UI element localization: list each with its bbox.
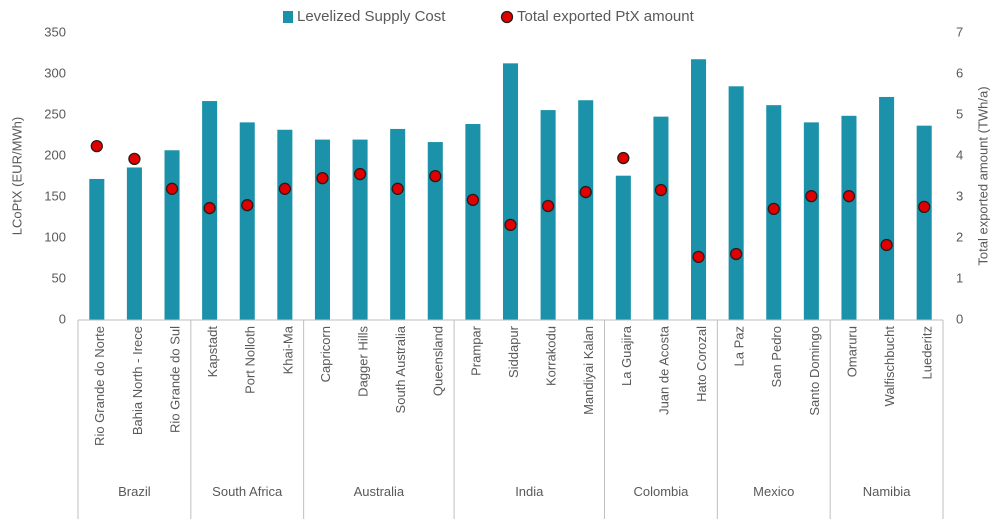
x-tick-label: Kapstadt: [205, 326, 220, 378]
dot: [805, 190, 818, 203]
x-tick-label: Walfischbucht: [882, 326, 897, 407]
bar: [653, 116, 669, 320]
dot: [579, 185, 592, 199]
x-tick-label: La Guajira: [619, 325, 634, 386]
bar: [916, 125, 932, 320]
dot: [429, 169, 442, 183]
y-tick-label: 0: [59, 311, 66, 326]
x-tick-label: Korrakodu: [544, 326, 559, 386]
x-tick-label: Rio Grande do Sul: [167, 326, 182, 433]
dot: [617, 151, 630, 165]
x-tick-label: Dagger Hills: [356, 326, 371, 397]
group-label: Brazil: [118, 484, 151, 499]
legend-swatch: [283, 11, 293, 23]
bar: [390, 128, 406, 320]
y2-tick-label: 3: [956, 188, 963, 203]
y2-tick-label: 6: [956, 65, 963, 80]
group-label: South Africa: [212, 484, 283, 499]
y-tick-label: 150: [44, 188, 66, 203]
y-tick-label: 100: [44, 229, 66, 244]
group-label: Namibia: [862, 484, 911, 499]
x-tick-label: Prampar: [468, 325, 483, 376]
dot: [504, 218, 517, 232]
x-tick-label: Port Nolloth: [243, 326, 258, 394]
y-tick-label: 250: [44, 106, 66, 121]
bar: [465, 124, 481, 321]
legend-label: Levelized Supply Cost: [297, 8, 446, 25]
group-label: Colombia: [633, 484, 689, 499]
bar: [502, 63, 519, 321]
bar: [89, 178, 105, 320]
group-label: Australia: [353, 484, 405, 499]
bar: [540, 110, 556, 320]
dot: [278, 182, 291, 195]
bar: [126, 167, 142, 320]
x-tick-label: South Australia: [393, 325, 408, 413]
bar: [578, 100, 594, 321]
y-tick-label: 300: [44, 65, 66, 80]
y-tick-label: 50: [52, 270, 66, 285]
y2-axis-title: Total exported amount (TWh/a): [975, 86, 990, 265]
dot: [842, 190, 856, 203]
bar: [728, 86, 744, 320]
dot: [90, 140, 103, 153]
y2-tick-label: 5: [956, 106, 963, 121]
y2-tick-label: 4: [956, 147, 963, 162]
group-label: Mexico: [753, 484, 795, 499]
x-tick-label: Santo Domingo: [807, 326, 822, 416]
dot: [880, 238, 893, 252]
bar: [277, 129, 293, 320]
dot: [241, 199, 254, 212]
bar: [615, 175, 631, 320]
x-tick-label: Omaruru: [844, 326, 859, 377]
legend-swatch: [500, 10, 514, 24]
x-tick-label: Hato Corozal: [694, 326, 709, 402]
legend-label: Total exported PtX amount: [517, 8, 695, 25]
y2-tick-label: 1: [956, 270, 963, 285]
bar: [239, 122, 255, 320]
x-tick-label: Siddapur: [506, 325, 521, 378]
dot: [353, 167, 367, 181]
bar: [352, 139, 368, 320]
bar: [691, 59, 707, 321]
bar: [803, 122, 819, 320]
bar: [314, 139, 330, 320]
x-tick-label: La Paz: [732, 326, 747, 366]
y2-tick-label: 2: [956, 229, 963, 244]
dot: [730, 247, 743, 261]
y-tick-label: 200: [44, 147, 66, 162]
bar: [879, 96, 895, 321]
bar: [427, 142, 443, 320]
bar: [164, 150, 180, 320]
x-tick-label: Khai-Ma: [280, 325, 295, 374]
x-tick-label: Luederitz: [920, 326, 935, 379]
x-tick-label: Queensland: [431, 326, 446, 396]
dot: [466, 193, 480, 207]
x-tick-label: San Pedro: [769, 326, 784, 387]
dot: [654, 183, 668, 197]
dot: [692, 250, 705, 264]
dot: [918, 200, 931, 213]
bar: [841, 115, 857, 320]
group-label: India: [515, 484, 544, 499]
y-tick-label: 350: [44, 24, 66, 39]
dot: [165, 182, 179, 195]
y2-tick-label: 0: [956, 311, 963, 326]
dot: [541, 199, 555, 213]
dot: [767, 202, 780, 216]
y2-tick-label: 7: [956, 24, 963, 39]
y-axis-title: LCoPtX (EUR/MWh): [9, 117, 24, 235]
x-tick-label: Mandiyai Kalan: [581, 326, 596, 415]
x-tick-label: Bahia North - Irece: [130, 326, 145, 435]
dot: [128, 152, 141, 166]
x-tick-label: Juan de Acosta: [656, 325, 671, 415]
dot: [316, 171, 329, 185]
dot: [391, 182, 404, 195]
x-tick-label: Rio Grande do Norte: [92, 326, 107, 446]
x-tick-label: Capricorn: [318, 326, 333, 382]
dot: [203, 201, 216, 215]
